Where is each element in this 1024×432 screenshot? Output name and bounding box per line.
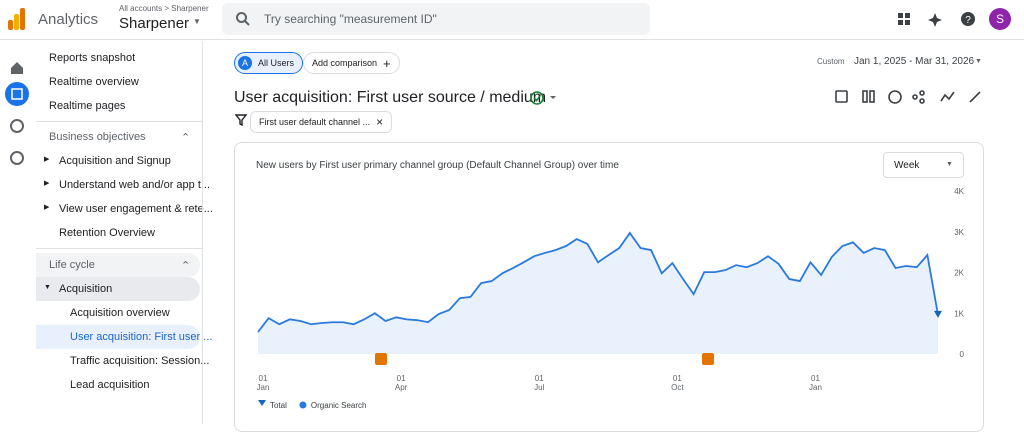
- legend-dot: [299, 401, 307, 409]
- section-title[interactable]: Business objectives: [49, 131, 146, 143]
- interval-label: Week: [894, 160, 920, 171]
- section-bg: [36, 253, 200, 277]
- caret: ▶: [44, 204, 50, 211]
- date-range[interactable]: Jan 1, 2025 - Mar 31, 2026: [854, 56, 975, 67]
- nav-subitem-selected[interactable]: User acquisition: First user ...: [70, 331, 213, 343]
- x-tick-day: 01: [811, 374, 820, 383]
- status-icon[interactable]: [529, 90, 565, 106]
- nav-subitem[interactable]: Lead acquisition: [70, 379, 150, 391]
- svg-text:?: ?: [965, 15, 971, 26]
- chevron: ⌃: [181, 260, 191, 272]
- x-tick-day: 01: [535, 374, 544, 383]
- line: [257, 231, 939, 333]
- filter-chip[interactable]: First user default channel ... ×: [250, 111, 393, 133]
- interval-caret: ▼: [946, 161, 953, 168]
- search-placeholder: Try searching "measurement ID": [264, 12, 437, 26]
- y-tick-label: 0: [960, 350, 965, 359]
- interval-select[interactable]: Week ▼: [883, 152, 964, 178]
- divider: [36, 248, 202, 249]
- legend-label: Total: [270, 401, 287, 410]
- top-icons: ?: [898, 12, 975, 27]
- x-tick-month: Apr: [395, 383, 408, 392]
- sidebar-border: [202, 41, 203, 424]
- nav-link[interactable]: Realtime overview: [49, 76, 139, 88]
- nav-item[interactable]: View user engagement & rete...: [59, 203, 213, 215]
- logo: [8, 8, 25, 30]
- top-bar: Analytics All accounts > Sharpener Sharp…: [0, 0, 1024, 40]
- nav-subitem[interactable]: Traffic acquisition: Session...: [70, 355, 210, 367]
- y-tick-label: 3K: [954, 228, 964, 237]
- segment-name: All Users: [258, 58, 295, 68]
- caret: ▶: [44, 180, 50, 187]
- account-caret: ▼: [193, 17, 201, 26]
- segment-letter: A: [238, 56, 252, 70]
- x-tick-month: Jan: [809, 383, 822, 392]
- filter-close[interactable]: ×: [376, 115, 384, 129]
- x-tick-day: 01: [673, 374, 682, 383]
- nav-link[interactable]: Realtime pages: [49, 100, 126, 112]
- item-bg: [36, 277, 200, 301]
- sidebar: Reports snapshot Realtime overview Realt…: [36, 41, 213, 424]
- breadcrumb[interactable]: All accounts > Sharpener: [119, 4, 209, 13]
- nav-subitem[interactable]: Acquisition overview: [70, 307, 170, 319]
- date-caret: ▼: [975, 58, 982, 65]
- section-title[interactable]: Life cycle: [49, 259, 95, 271]
- caret: ▶: [44, 156, 50, 163]
- add-comparison[interactable]: Add comparison +: [303, 52, 400, 74]
- x-tick-month: Jul: [534, 383, 544, 392]
- nav-item[interactable]: Acquisition and Signup: [59, 155, 171, 167]
- y-tick-label: 1K: [954, 309, 964, 318]
- chart-title: New users by First user primary channel …: [256, 160, 619, 171]
- end-marker: [934, 310, 942, 318]
- nav-item[interactable]: Retention Overview: [59, 227, 155, 239]
- nav-item[interactable]: Understand web and/or app t...: [59, 179, 211, 191]
- filter-label: First user default channel ...: [259, 117, 371, 127]
- date-kind: Custom: [817, 57, 845, 66]
- search-icon: [236, 12, 250, 26]
- x-tick-month: Jan: [257, 383, 270, 392]
- nav-item[interactable]: Acquisition: [59, 283, 113, 295]
- legend-pin: [258, 400, 266, 406]
- divider: [36, 121, 202, 122]
- x-tick-day: 01: [259, 374, 268, 383]
- legend-label: Organic Search: [311, 401, 367, 410]
- caret: ▼: [44, 284, 51, 291]
- annotation-icon: [375, 353, 387, 365]
- annotation-icon: [702, 353, 714, 365]
- add-comparison-label: Add comparison: [312, 58, 378, 68]
- report-actions[interactable]: [834, 89, 984, 105]
- search-box[interactable]: Try searching "measurement ID": [222, 3, 650, 35]
- nav-rail: [5, 62, 29, 165]
- account-name[interactable]: Sharpener: [119, 15, 190, 32]
- nav-link[interactable]: Reports snapshot: [49, 52, 136, 64]
- area: [258, 232, 938, 354]
- x-tick-day: 01: [397, 374, 406, 383]
- segment-chip[interactable]: A All Users: [234, 52, 304, 74]
- y-tick-label: 2K: [954, 269, 964, 278]
- y-tick-label: 4K: [954, 187, 964, 196]
- plus: +: [383, 55, 391, 71]
- chevron: ⌃: [181, 132, 191, 144]
- x-tick-month: Oct: [671, 383, 684, 392]
- report-title: User acquisition: First user source / me…: [234, 89, 547, 106]
- product-name: Analytics: [38, 11, 99, 28]
- avatar[interactable]: S: [989, 8, 1011, 30]
- selected-bg: [36, 325, 200, 349]
- filter-icon: [235, 114, 247, 126]
